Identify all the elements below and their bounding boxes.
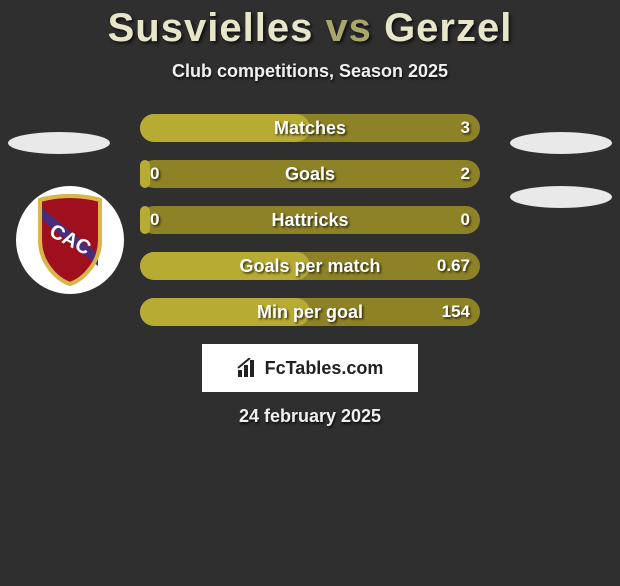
stat-label: Min per goal [140, 298, 480, 326]
stat-row: Matches3 [140, 114, 480, 142]
stat-value-right: 3 [461, 114, 470, 142]
team2-token-top [510, 132, 612, 154]
stat-value-right: 0.67 [437, 252, 470, 280]
stat-label: Goals [140, 160, 480, 188]
stat-label: Goals per match [140, 252, 480, 280]
stat-row: Goals per match0.67 [140, 252, 480, 280]
date-label: 24 february 2025 [0, 406, 620, 427]
stat-row: Goals0 2 [140, 160, 480, 188]
stat-value-right: 0 [461, 206, 470, 234]
attribution-box: FcTables.com [202, 344, 418, 392]
vs-label: vs [325, 6, 372, 50]
stat-label: Matches [140, 114, 480, 142]
player2-name: Gerzel [384, 6, 512, 50]
barchart-icon [237, 358, 259, 378]
stat-row: Min per goal154 [140, 298, 480, 326]
team2-token-bottom [510, 186, 612, 208]
stat-value-left: 0 [150, 206, 159, 234]
team1-crest: CAC [16, 186, 124, 294]
stat-row: Hattricks0 0 [140, 206, 480, 234]
shield-icon: CAC [32, 194, 108, 286]
player1-name: Susvielles [108, 6, 314, 50]
stat-value-right: 154 [442, 298, 470, 326]
stat-value-right: 2 [461, 160, 470, 188]
attribution-text: FcTables.com [265, 358, 384, 379]
subtitle: Club competitions, Season 2025 [0, 61, 620, 82]
stat-label: Hattricks [140, 206, 480, 234]
team1-token-top [8, 132, 110, 154]
page-title: Susvielles vs Gerzel [0, 6, 620, 51]
stat-value-left: 0 [150, 160, 159, 188]
